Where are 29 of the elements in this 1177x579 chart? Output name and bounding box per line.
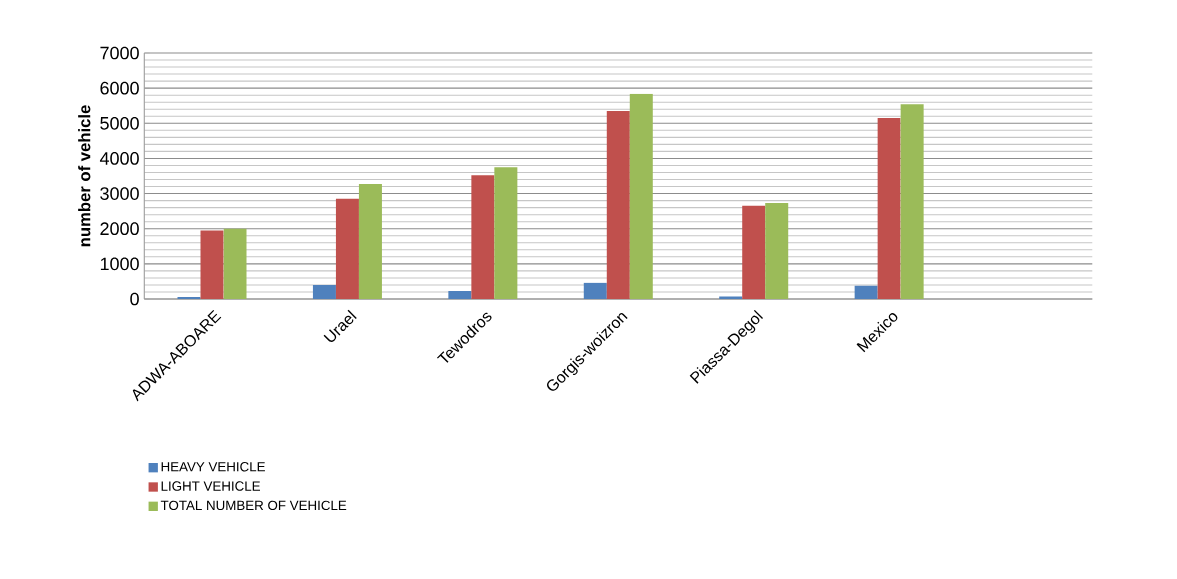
- bar: [471, 175, 495, 299]
- y-tick-label: 3000: [100, 187, 139, 200]
- bar: [900, 104, 924, 299]
- bar: [765, 203, 789, 299]
- y-tick-label: 7000: [100, 46, 139, 60]
- y-tick-label: 0: [130, 292, 139, 306]
- bar: [629, 93, 653, 299]
- y-tick-label: 6000: [100, 81, 139, 95]
- y-tick-label: 1000: [100, 257, 139, 271]
- bar: [223, 228, 247, 299]
- bar: [877, 118, 901, 299]
- bar: [177, 296, 201, 299]
- y-tick-label: 5000: [100, 116, 139, 130]
- legend-label: TOTAL NUMBER OF VEHICLE: [160, 500, 347, 511]
- bar: [606, 110, 630, 299]
- bar: [494, 167, 518, 299]
- bar: [312, 284, 336, 299]
- bar: [358, 184, 382, 299]
- bar: [583, 282, 607, 299]
- bar: [335, 198, 359, 299]
- y-axis-title: number of vehicle: [78, 105, 91, 247]
- bar: [742, 205, 766, 299]
- y-tick-label: 2000: [100, 222, 139, 236]
- legend-label: LIGHT VEHICLE: [161, 481, 260, 491]
- bar: [200, 230, 224, 299]
- bar: [854, 285, 878, 299]
- legend-label: HEAVY VEHICLE: [161, 462, 265, 472]
- bar: [448, 290, 472, 299]
- y-tick-label: 4000: [99, 152, 139, 165]
